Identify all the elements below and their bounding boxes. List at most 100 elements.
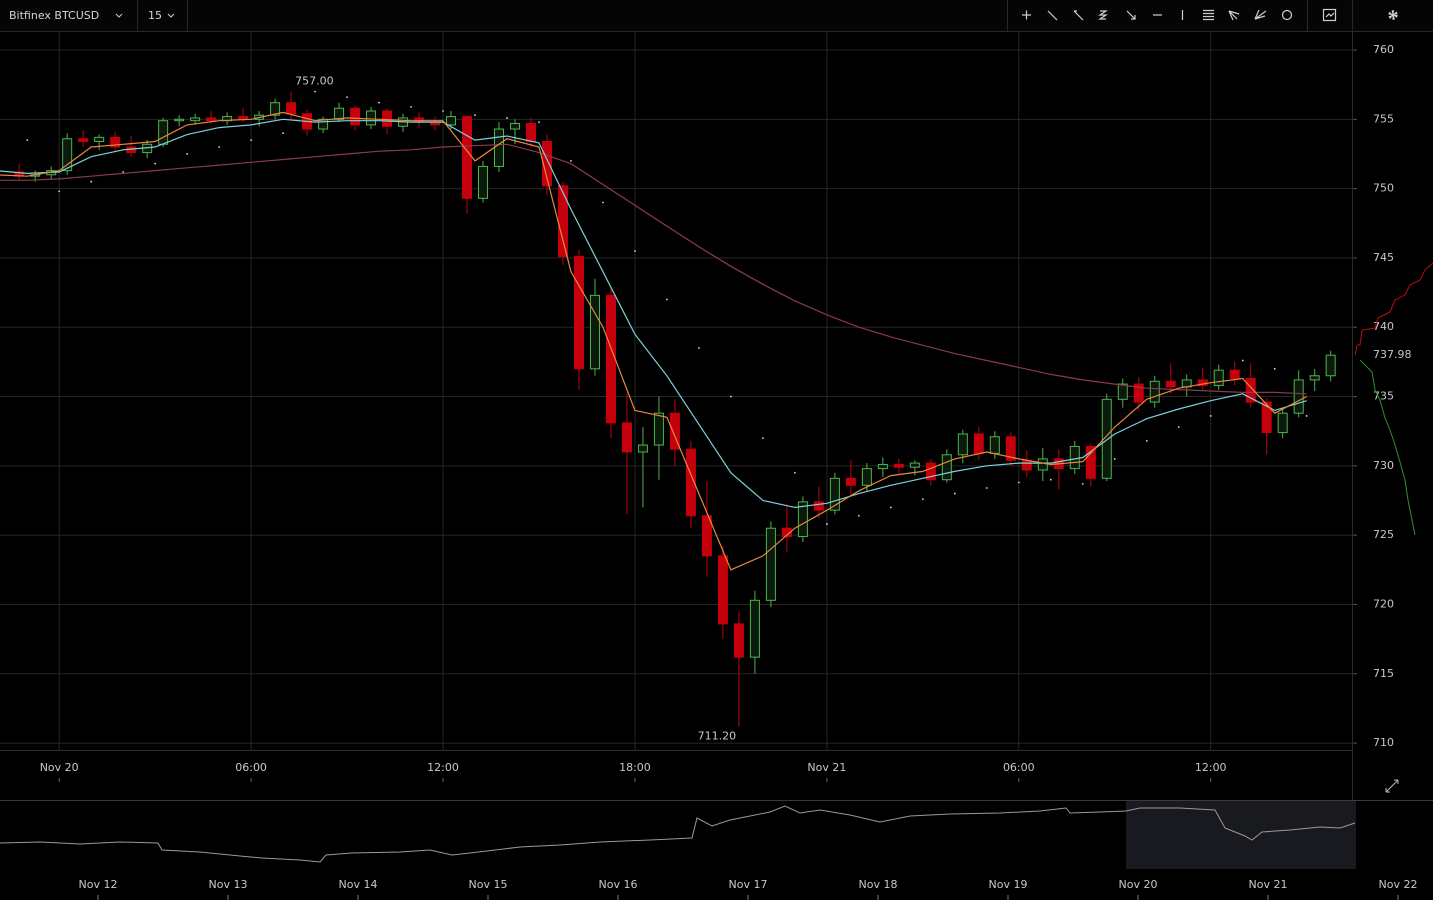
sar-dot (953, 492, 956, 495)
y-tick-label: 755 (1373, 112, 1394, 125)
candle-body (1133, 383, 1144, 403)
navigator-label: Nov 21 (1249, 878, 1288, 891)
sar-dot (154, 162, 157, 165)
sar-dot (570, 160, 572, 162)
candle-body (62, 138, 73, 172)
toolbar: Bitfinex BTCUSD 15 (0, 0, 1433, 32)
last-price-box (1368, 347, 1418, 364)
candle-body (382, 110, 393, 127)
y-tick-label: 760 (1373, 43, 1394, 56)
navigator-label: Nov 20 (1119, 878, 1158, 891)
arrow-tool[interactable] (1126, 10, 1136, 20)
x-tick-label: Nov 21 (807, 761, 846, 774)
sar-dot (538, 121, 540, 123)
sar-dot (346, 96, 348, 99)
candle-body (829, 477, 840, 511)
ray-tool[interactable] (1073, 10, 1084, 21)
candle-body (1277, 412, 1288, 434)
last-price-label: 737.98 (1373, 348, 1412, 361)
gann-tool[interactable] (1254, 9, 1267, 20)
y-tick-label: 720 (1373, 597, 1394, 610)
x-tick-label: 06:00 (235, 761, 267, 774)
dropdown-icon[interactable] (167, 13, 175, 18)
sar-dot (698, 347, 700, 349)
sar-dot (1273, 367, 1276, 370)
candle-body (1021, 459, 1032, 471)
candle-body (685, 448, 696, 517)
candle-body (1069, 445, 1080, 470)
price-annotation: 757.00 (295, 75, 334, 88)
candle-body (637, 444, 648, 453)
candle-body (1245, 378, 1256, 403)
sar-dot (1241, 359, 1244, 362)
indicators-icon (1325, 12, 1335, 18)
candle-body (557, 185, 568, 258)
interval-selector[interactable]: 15 (148, 9, 162, 22)
candle-body (941, 454, 952, 481)
fan-tool[interactable] (1228, 10, 1240, 21)
indicators-button[interactable] (1322, 8, 1337, 22)
sar-dot (634, 250, 636, 252)
path-tool[interactable] (1098, 10, 1108, 20)
navigator-label: Nov 17 (729, 878, 768, 891)
sar-dot (250, 139, 253, 142)
candle-body (1005, 436, 1016, 461)
crosshair-tool[interactable] (1022, 10, 1031, 20)
candle-body (989, 436, 1000, 454)
sar-dot (90, 180, 93, 183)
candle-body (845, 477, 856, 486)
settings-button[interactable] (1388, 10, 1398, 20)
sar-dot (410, 105, 412, 108)
sar-dot (218, 146, 221, 148)
candle-body (1229, 369, 1240, 380)
candle-body (749, 599, 760, 658)
sar-dot (1113, 458, 1116, 460)
candle-body (1117, 383, 1128, 400)
y-tick-label: 740 (1373, 320, 1394, 333)
plot-area: 710 715 720 725 730 735 740 745 750 755 760 Nov 20 0… (0, 32, 1418, 782)
x-tick-label: Nov 20 (40, 761, 79, 774)
candle-body (318, 118, 329, 130)
navigator-axis: Nov 12 Nov 13 Nov 14 Nov 15 Nov 16 Nov 17 Nov … (79, 878, 1418, 900)
navigator-window[interactable] (1126, 801, 1356, 869)
sar-dot (186, 153, 189, 155)
x-tick-label: 12:00 (1195, 761, 1227, 774)
y-tick-label: 735 (1373, 390, 1394, 403)
candle-body (701, 515, 712, 557)
candle-body (1213, 369, 1224, 386)
candle-body (206, 117, 217, 122)
fullscreen-button[interactable] (1385, 779, 1399, 793)
navigator-label: Nov 22 (1379, 878, 1418, 891)
fib-tool[interactable] (1203, 9, 1214, 21)
price-annotation: 711.20 (698, 729, 737, 742)
candle-body (1165, 380, 1176, 388)
moving-average (0, 111, 1307, 571)
candle-body (478, 165, 489, 199)
candle-body (1197, 379, 1208, 386)
candle-body (446, 116, 457, 126)
depth-bids (1359, 359, 1416, 536)
candle-body (510, 122, 520, 130)
sar-dot (442, 110, 444, 112)
candle-body (717, 555, 728, 625)
navigator-label: Nov 19 (989, 878, 1028, 891)
y-tick-label: 715 (1373, 667, 1394, 680)
candle-body (334, 107, 345, 120)
candle-body (861, 468, 872, 486)
symbol-selector[interactable]: Bitfinex BTCUSD (9, 9, 99, 22)
sar-dot (602, 201, 604, 204)
navigator-label: Nov 18 (859, 878, 898, 891)
line-tool[interactable] (1047, 10, 1058, 21)
candle-body (270, 102, 281, 116)
moving-average (0, 143, 1307, 395)
sar-dot (857, 514, 860, 517)
sar-dot (889, 506, 892, 509)
candle-body (653, 412, 664, 446)
dropdown-icon[interactable] (115, 13, 123, 18)
sar-dot (474, 114, 476, 117)
navigator-label: Nov 16 (599, 878, 638, 891)
sar-dot (506, 117, 508, 119)
y-tick-label: 730 (1373, 459, 1394, 472)
circle-tool[interactable] (1281, 9, 1293, 21)
settings-icon (1391, 13, 1395, 17)
